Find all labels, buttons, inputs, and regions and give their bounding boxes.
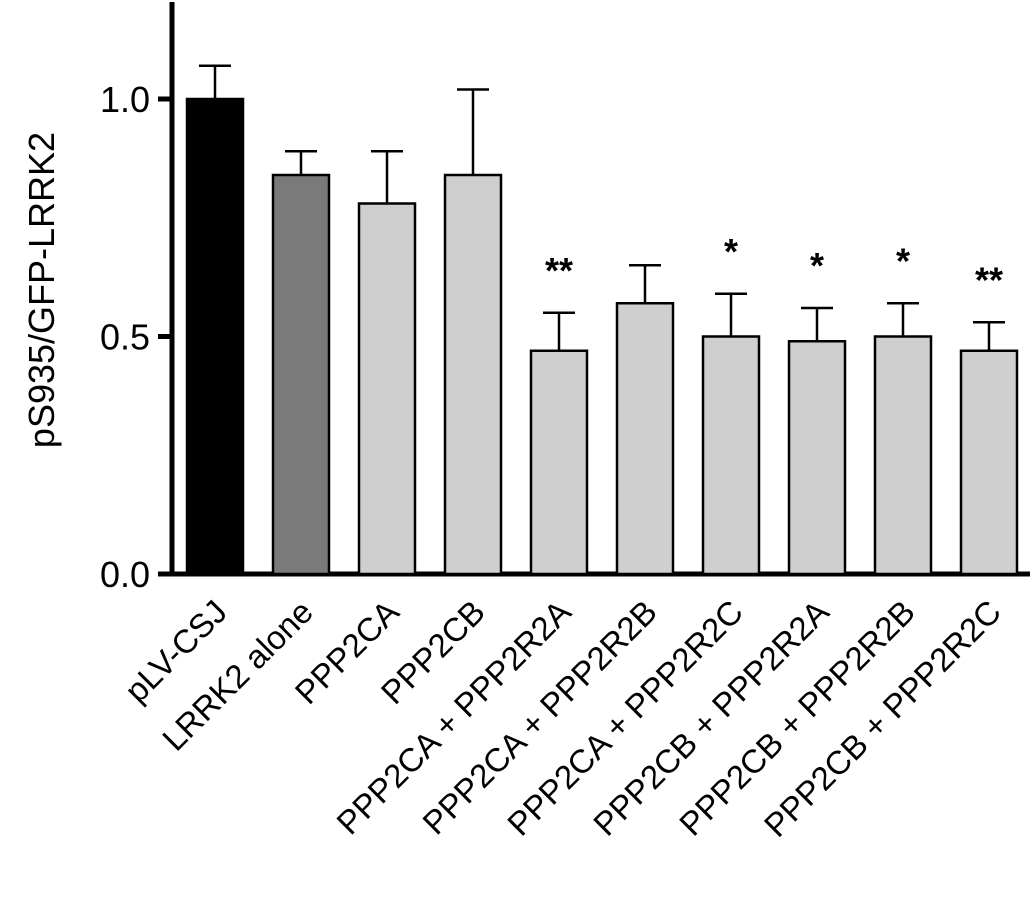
error-bar: [887, 302, 919, 337]
error-bar: [801, 306, 833, 342]
bars: [185, 97, 1019, 576]
bar: [357, 202, 417, 576]
y-tick-label: 0.0: [100, 554, 150, 595]
significance-marker: *: [724, 231, 738, 272]
error-bars: [199, 64, 1005, 351]
significance-marker: **: [545, 250, 573, 291]
error-bar: [457, 88, 489, 175]
y-tick-label: 1.0: [100, 79, 150, 120]
x-category-label: LRRK2 alone: [155, 593, 320, 758]
y-axis-ticks: 0.0 0.5 1.0: [100, 79, 172, 595]
y-tick-label: 0.5: [100, 317, 150, 358]
significance-markers: ** * * * **: [545, 231, 1003, 301]
error-bar: [543, 311, 575, 351]
bar: [959, 349, 1019, 576]
bar: [701, 335, 761, 576]
error-bar: [629, 264, 661, 304]
error-bar: [199, 64, 231, 99]
significance-marker: *: [810, 245, 824, 286]
bar: [443, 173, 503, 576]
error-bar: [285, 150, 317, 175]
bar: [529, 349, 589, 576]
significance-marker: *: [896, 240, 910, 281]
bar: [185, 97, 245, 576]
significance-marker: **: [975, 259, 1003, 300]
y-axis-title: pS935/GFP-LRRK2: [21, 132, 62, 448]
bar: [615, 302, 675, 576]
bar: [271, 173, 331, 576]
error-bar: [973, 321, 1005, 351]
error-bar: [371, 150, 403, 204]
error-bar: [715, 292, 747, 337]
bar: [787, 340, 847, 576]
bar: [873, 335, 933, 576]
